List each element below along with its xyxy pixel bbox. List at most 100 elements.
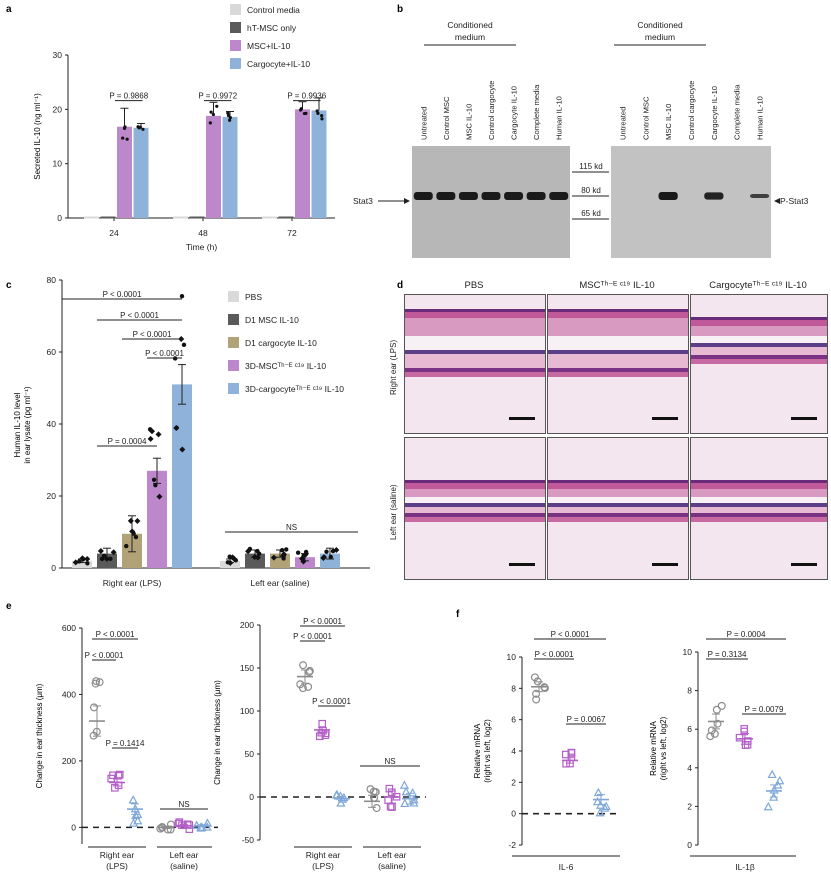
y-tick-label: 600 xyxy=(62,623,76,633)
y-axis-label: Relative mRNA xyxy=(649,721,658,776)
blot-label-right: P-Stat3 xyxy=(780,196,809,206)
y-tick-label: 60 xyxy=(47,347,57,357)
marker-label: 115 kd xyxy=(579,162,602,171)
data-point xyxy=(320,117,324,121)
data-point xyxy=(229,554,236,561)
data-point xyxy=(245,548,252,555)
data-point xyxy=(299,107,303,111)
data-point xyxy=(99,556,105,562)
blot-header: Conditioned xyxy=(637,20,683,30)
legend-label: Cargocyte+IL-10 xyxy=(247,59,310,69)
pvalue-bracket-label: P = 0.0067 xyxy=(567,715,606,724)
tissue-layer xyxy=(405,367,545,372)
scale-bar xyxy=(652,563,678,566)
bar-msc-il-10 xyxy=(295,109,310,218)
data-point xyxy=(401,786,411,796)
data-point xyxy=(90,703,99,712)
data-point xyxy=(111,784,119,792)
data-point xyxy=(561,750,570,759)
panel-label-c: c xyxy=(6,280,12,291)
y-tick-label: 8 xyxy=(687,686,692,696)
y-axis-label: in ear lysate (pg ml⁻¹) xyxy=(23,386,32,463)
tissue-layer xyxy=(548,483,688,489)
data-point xyxy=(399,780,410,789)
legend-swatch xyxy=(228,337,239,348)
data-point xyxy=(134,518,141,525)
data-point xyxy=(400,798,410,808)
legend-swatch xyxy=(228,360,239,371)
arrow-head xyxy=(774,198,780,204)
data-point xyxy=(706,732,715,741)
histology-column-title: PBS xyxy=(464,280,484,291)
data-point xyxy=(95,678,104,687)
lane-label-left: Control cargocyte xyxy=(487,80,496,140)
data-point xyxy=(174,425,179,430)
scale-bar xyxy=(509,563,535,566)
histology-tile xyxy=(690,294,828,434)
x-tick-label: 48 xyxy=(198,228,208,238)
panel-label-b: b xyxy=(397,4,403,15)
tissue-layer xyxy=(548,318,688,336)
tissue-layer xyxy=(405,318,545,336)
data-point xyxy=(315,109,319,113)
tissue-layer xyxy=(691,347,827,355)
y-tick-label: 2 xyxy=(511,777,516,787)
tissue-layer xyxy=(548,489,688,497)
y-tick-label: 150 xyxy=(240,663,254,673)
scale-bar xyxy=(791,563,817,566)
tissue-layer xyxy=(405,353,545,368)
y-tick-label: 0 xyxy=(57,213,62,223)
pvalue-bracket-label: P = 0.0004 xyxy=(727,630,766,639)
blot-label-left: Stat3 xyxy=(353,196,373,206)
legend-swatch xyxy=(230,40,241,51)
data-point xyxy=(179,446,186,453)
blot-band xyxy=(526,192,546,200)
panel-label-d: d xyxy=(397,280,403,291)
data-point xyxy=(181,342,187,348)
data-point xyxy=(532,689,541,698)
tissue-layer xyxy=(691,343,827,348)
tissue-layer xyxy=(691,512,827,517)
pvalue-bracket-label: P < 0.0001 xyxy=(145,349,184,358)
blot-band xyxy=(704,192,724,200)
data-point xyxy=(735,733,744,742)
lane-label-right: Control cargocyte xyxy=(687,80,696,140)
pvalue-bracket-label: P = 0.0004 xyxy=(108,437,147,446)
data-point xyxy=(530,673,539,682)
data-point xyxy=(384,796,392,804)
y-tick-label: 4 xyxy=(687,763,692,773)
blot-band xyxy=(458,192,478,200)
y-tick-label: 6 xyxy=(687,724,692,734)
data-point xyxy=(740,725,748,733)
tissue-layer xyxy=(548,349,688,354)
legend-label: Control media xyxy=(247,5,300,15)
data-point xyxy=(707,726,716,735)
data-point xyxy=(298,684,307,693)
data-point xyxy=(156,493,163,500)
lane-label-right: Human IL-10 xyxy=(756,96,765,140)
tissue-layer xyxy=(548,371,688,377)
legend-label: D1 MSC IL-10 xyxy=(245,315,299,325)
data-point xyxy=(121,136,125,140)
histology-row-label: Right ear (LPS) xyxy=(389,339,398,395)
ns-bracket-label: NS xyxy=(384,757,395,766)
panel-f-chart-1: -2 0 2 4 6 8 10 Relative mRNA (right vs left, lo… xyxy=(473,630,620,872)
data-point xyxy=(147,435,154,442)
tissue-layer xyxy=(548,502,688,507)
histology-tile xyxy=(404,437,546,580)
tissue-layer xyxy=(405,502,545,507)
y-axis-label: Relative mRNA xyxy=(473,723,482,778)
blot-header: Conditioned xyxy=(447,20,493,30)
data-point xyxy=(122,126,127,130)
blot-band xyxy=(436,192,456,200)
data-point xyxy=(131,810,141,820)
pvalue-bracket-label: P = 0.9972 xyxy=(198,92,237,101)
blot-header: medium xyxy=(455,32,485,42)
histology-column-title: MSCᵀʰ⁻ᴱ ᶜ¹⁹ IL-10 xyxy=(579,280,655,291)
lane-label-left: Cargocyte IL-10 xyxy=(510,86,519,140)
data-point xyxy=(133,534,139,540)
y-tick-label: 0 xyxy=(511,809,516,819)
data-point xyxy=(540,684,549,693)
tissue-layer xyxy=(548,516,688,522)
pvalue-bracket-label: P < 0.0001 xyxy=(133,330,172,339)
